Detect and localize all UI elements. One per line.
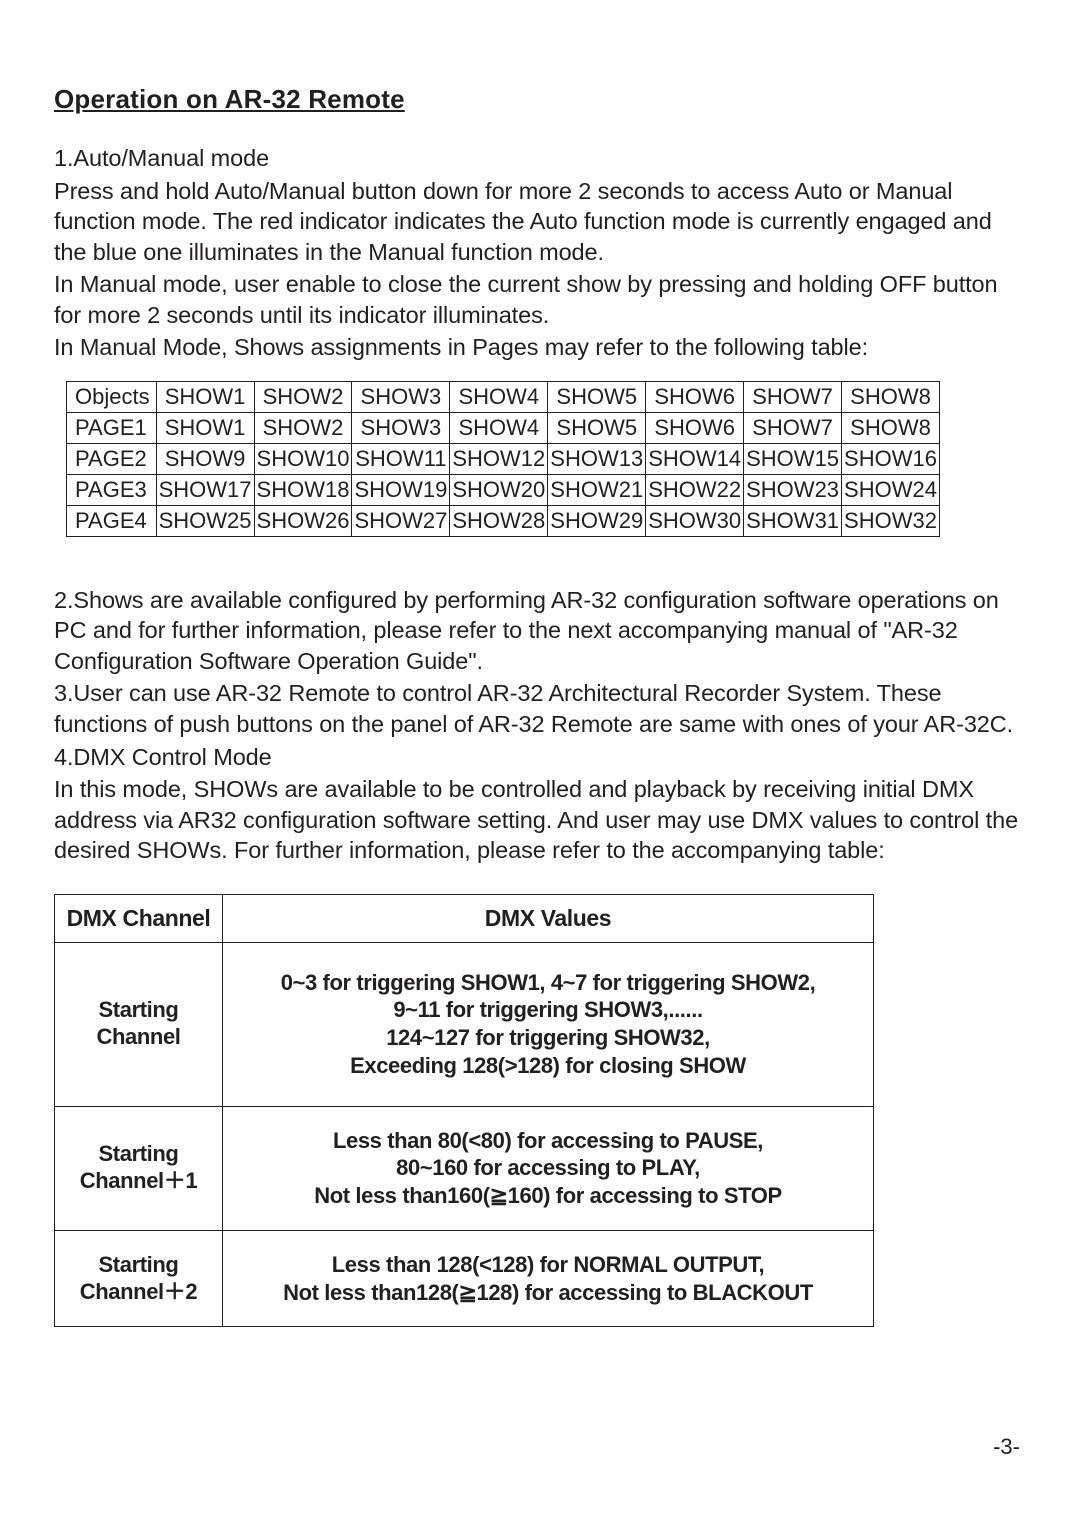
line: Channel (97, 1024, 181, 1049)
section2-p4: In this mode, SHOWs are available to be … (54, 774, 1026, 866)
line: Starting (99, 997, 179, 1022)
cell: SHOW4 (450, 412, 548, 443)
cell: PAGE2 (67, 443, 157, 474)
cell: SHOW32 (842, 505, 940, 536)
dmx-channel-cell: Starting Channel＋1 (55, 1106, 223, 1230)
cell: SHOW1 (156, 381, 254, 412)
cell: Objects (67, 381, 157, 412)
dmx-channel-cell: Starting Channel (55, 942, 223, 1106)
table-row: Starting Channel＋2 Less than 128(<128) f… (55, 1230, 874, 1326)
cell: SHOW23 (744, 474, 842, 505)
line: Not less than128(≧128) for accessing to … (283, 1280, 813, 1305)
line: 0~3 for triggering SHOW1, 4~7 for trigge… (281, 970, 816, 995)
cell: SHOW5 (548, 381, 646, 412)
section2-p2: 3.User can use AR-32 Remote to control A… (54, 678, 1026, 739)
line: Channel＋1 (80, 1168, 197, 1193)
section1-p1: Press and hold Auto/Manual button down f… (54, 176, 1026, 268)
cell: SHOW11 (352, 443, 450, 474)
cell: PAGE3 (67, 474, 157, 505)
cell: SHOW22 (646, 474, 744, 505)
line: Starting (99, 1141, 179, 1166)
cell: SHOW15 (744, 443, 842, 474)
cell: SHOW28 (450, 505, 548, 536)
cell: SHOW26 (254, 505, 352, 536)
cell: SHOW10 (254, 443, 352, 474)
cell: SHOW3 (352, 412, 450, 443)
cell: SHOW17 (156, 474, 254, 505)
table-row: PAGE1 SHOW1 SHOW2 SHOW3 SHOW4 SHOW5 SHOW… (67, 412, 940, 443)
section2-p3: 4.DMX Control Mode (54, 742, 1026, 773)
cell: SHOW31 (744, 505, 842, 536)
line: Less than 80(<80) for accessing to PAUSE… (333, 1128, 763, 1153)
section1-p2: In Manual mode, user enable to close the… (54, 269, 1026, 330)
cell: SHOW13 (548, 443, 646, 474)
line: Less than 128(<128) for NORMAL OUTPUT, (332, 1252, 764, 1277)
line: Channel＋2 (80, 1279, 197, 1304)
section2-p1: 2.Shows are available configured by perf… (54, 585, 1026, 677)
cell: SHOW4 (450, 381, 548, 412)
dmx-table: DMX Channel DMX Values Starting Channel … (54, 894, 874, 1327)
section-title: Operation on AR-32 Remote (54, 84, 1026, 115)
cell: SHOW12 (450, 443, 548, 474)
cell: SHOW30 (646, 505, 744, 536)
cell: SHOW21 (548, 474, 646, 505)
table-row: PAGE2 SHOW9 SHOW10 SHOW11 SHOW12 SHOW13 … (67, 443, 940, 474)
cell: SHOW14 (646, 443, 744, 474)
table-row: Starting Channel 0~3 for triggering SHOW… (55, 942, 874, 1106)
table-row: Starting Channel＋1 Less than 80(<80) for… (55, 1106, 874, 1230)
cell: SHOW3 (352, 381, 450, 412)
cell: SHOW18 (254, 474, 352, 505)
cell: PAGE4 (67, 505, 157, 536)
cell: SHOW1 (156, 412, 254, 443)
cell: SHOW8 (842, 412, 940, 443)
section1-p3: In Manual Mode, Shows assignments in Pag… (54, 332, 1026, 363)
cell: SHOW7 (744, 381, 842, 412)
dmx-channel-cell: Starting Channel＋2 (55, 1230, 223, 1326)
table-row: PAGE4 SHOW25 SHOW26 SHOW27 SHOW28 SHOW29… (67, 505, 940, 536)
cell: SHOW27 (352, 505, 450, 536)
cell: SHOW19 (352, 474, 450, 505)
section1-heading: 1.Auto/Manual mode (54, 143, 1026, 174)
cell: SHOW6 (646, 412, 744, 443)
cell: SHOW5 (548, 412, 646, 443)
cell: SHOW29 (548, 505, 646, 536)
dmx-header-channel: DMX Channel (55, 894, 223, 942)
line: Starting (99, 1252, 179, 1277)
cell: SHOW16 (842, 443, 940, 474)
cell: SHOW2 (254, 381, 352, 412)
cell: SHOW24 (842, 474, 940, 505)
dmx-values-cell: 0~3 for triggering SHOW1, 4~7 for trigge… (223, 942, 874, 1106)
shows-table: Objects SHOW1 SHOW2 SHOW3 SHOW4 SHOW5 SH… (66, 381, 940, 537)
cell: PAGE1 (67, 412, 157, 443)
line: 124~127 for triggering SHOW32, (386, 1025, 710, 1050)
dmx-values-cell: Less than 80(<80) for accessing to PAUSE… (223, 1106, 874, 1230)
page-number: -3- (993, 1434, 1020, 1460)
cell: SHOW9 (156, 443, 254, 474)
line: 80~160 for accessing to PLAY, (396, 1155, 700, 1180)
dmx-header-values: DMX Values (223, 894, 874, 942)
line: 9~11 for triggering SHOW3,...... (393, 997, 702, 1022)
line: Not less than160(≧160) for accessing to … (314, 1183, 781, 1208)
cell: SHOW7 (744, 412, 842, 443)
line: Exceeding 128(>128) for closing SHOW (350, 1053, 746, 1078)
table-row: DMX Channel DMX Values (55, 894, 874, 942)
table-row: PAGE3 SHOW17 SHOW18 SHOW19 SHOW20 SHOW21… (67, 474, 940, 505)
cell: SHOW8 (842, 381, 940, 412)
cell: SHOW6 (646, 381, 744, 412)
cell: SHOW2 (254, 412, 352, 443)
dmx-values-cell: Less than 128(<128) for NORMAL OUTPUT, N… (223, 1230, 874, 1326)
cell: SHOW20 (450, 474, 548, 505)
table-row: Objects SHOW1 SHOW2 SHOW3 SHOW4 SHOW5 SH… (67, 381, 940, 412)
cell: SHOW25 (156, 505, 254, 536)
